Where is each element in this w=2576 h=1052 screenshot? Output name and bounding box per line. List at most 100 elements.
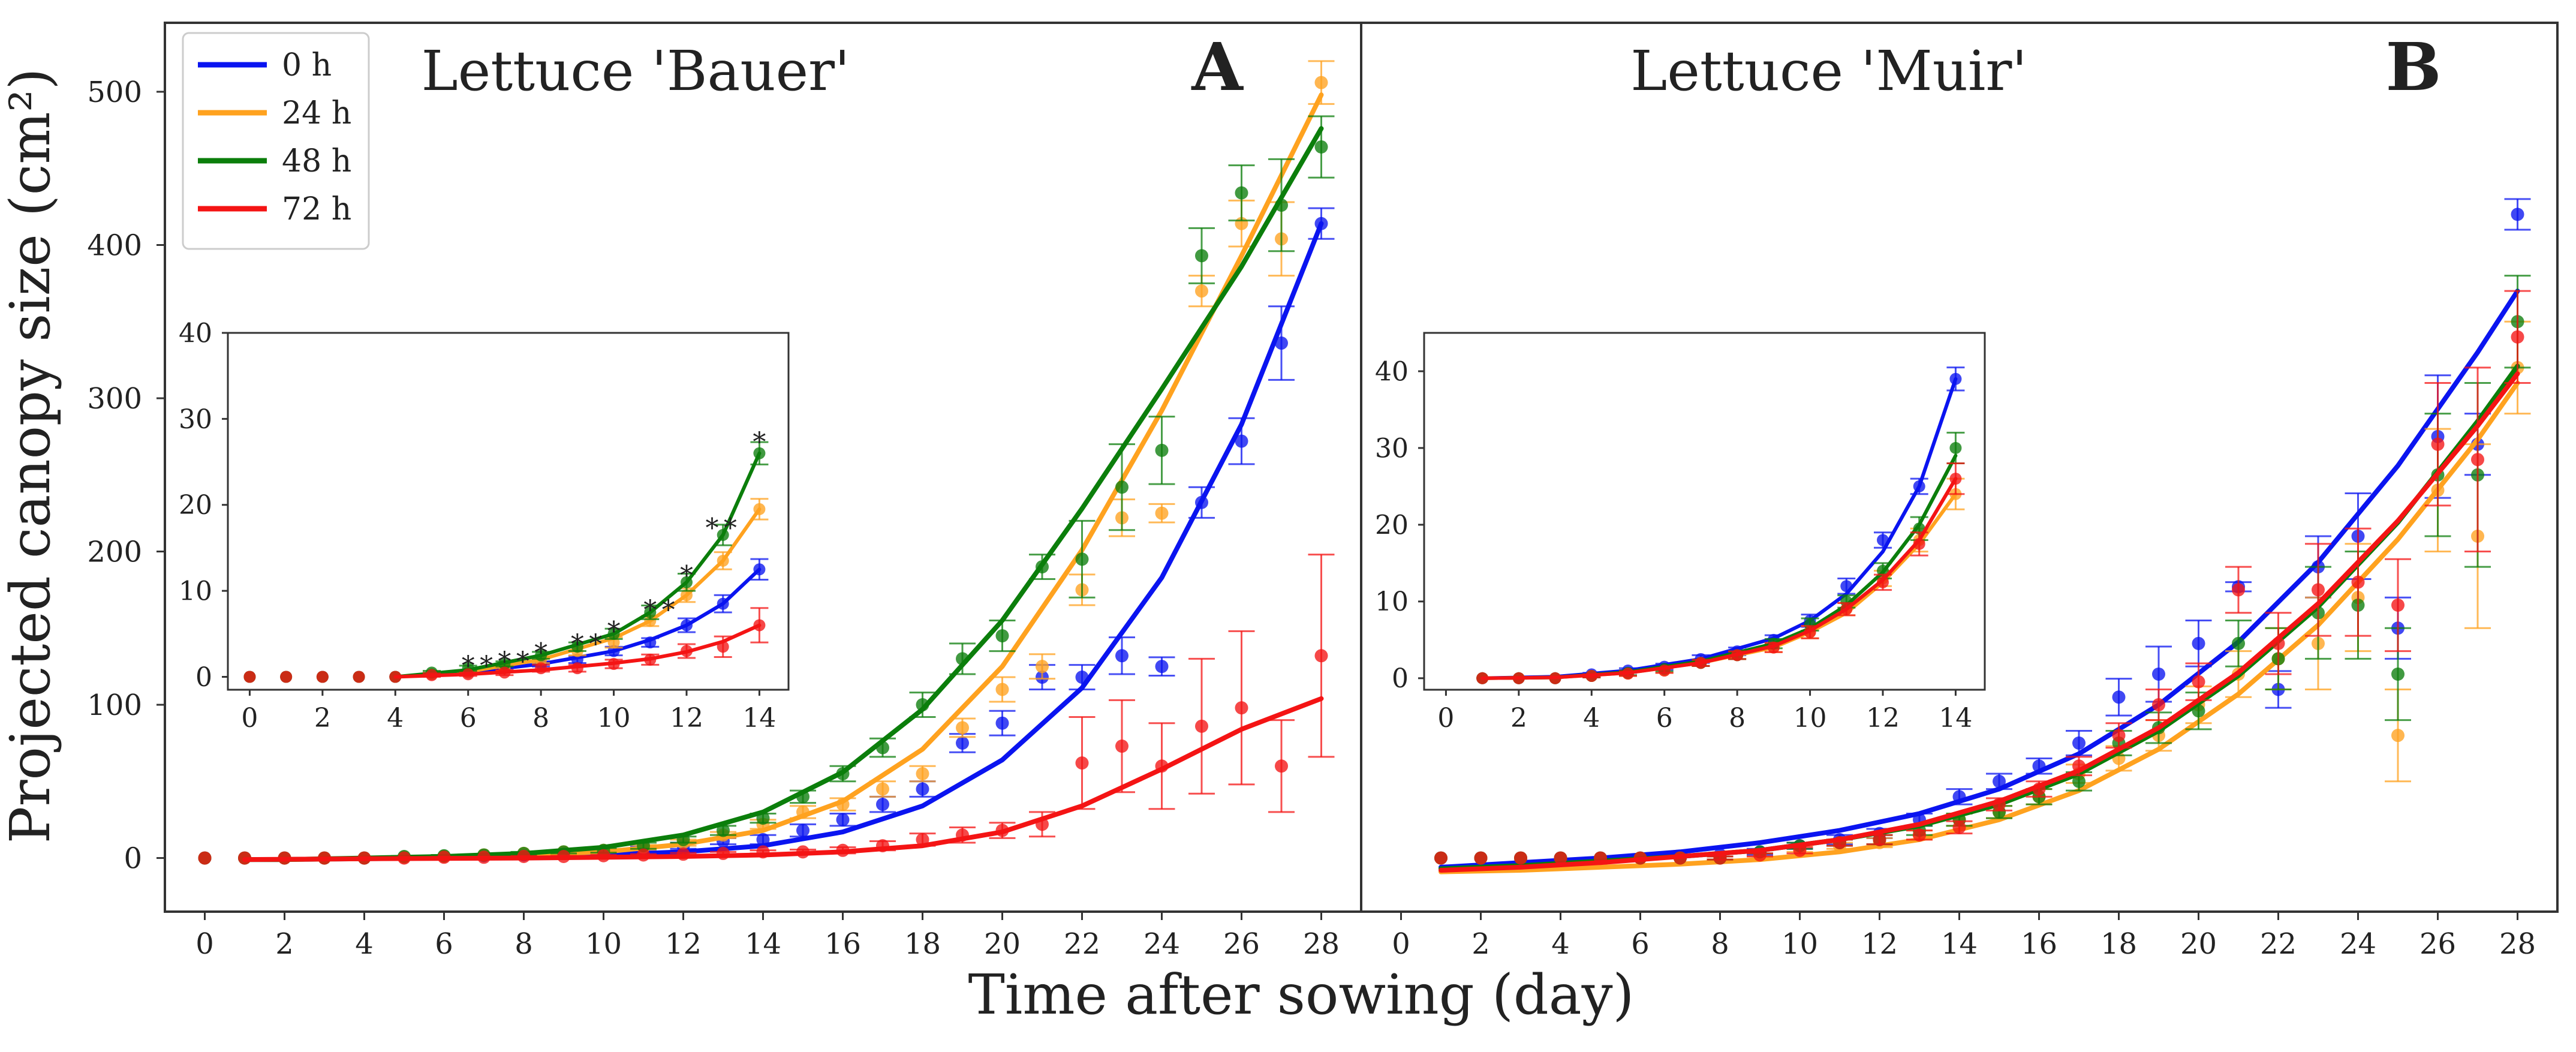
panel-a-point-72h [1275,759,1288,773]
panel-a-inset-significance-marker: * [643,595,657,626]
panel-a-inset-x-tick-label: 10 [597,703,631,734]
panel-b-x-tick-label: 16 [2021,927,2057,961]
panel-a-point-0h [796,823,809,837]
panel-b-x-tick-label: 12 [1861,927,1898,961]
panel-a-inset-series-72h [243,607,769,683]
panel-a-y-tick-label: 0 [124,841,142,875]
panel-b-point-72h [2391,598,2405,612]
panel-b-point-48h [2232,636,2245,650]
panel-b-inset: 0 2 4 6 8 10 12 14 0 10 20 30 40 [1375,332,1986,734]
panel-a-series-72h [198,554,1335,865]
panel-b-inset-x-tick-label: 0 [1437,703,1454,734]
panel-b-point-72h [2471,453,2484,467]
panel-a-inset-point-72h [243,671,256,683]
panel-a-point-24h [995,683,1009,696]
panel-a-point-0h [1155,660,1169,674]
panel-b-inset-x-tick-label: 2 [1510,703,1527,734]
panel-a-point-0h [1235,434,1248,448]
panel-a-inset-ticks: 0 2 4 6 8 10 12 14 0 10 20 30 40 [179,318,776,734]
panel-b-point-0h [2152,667,2165,681]
panel-b-x-tick-label: 14 [1941,927,1978,961]
panel-b-inset-x-tick-label: 6 [1656,703,1673,734]
panel-b-point-48h [2391,667,2405,681]
panel-b-point-72h [1554,851,1567,865]
panel-a-title: Lettuce 'Bauer' [422,39,850,103]
panel-a-x-tick-label: 0 [195,927,214,961]
panel-b-x-tick-label: 26 [2419,927,2456,961]
panel-b-point-72h [2232,583,2245,597]
panel-a-point-72h [1195,719,1208,733]
panel-b-point-72h [2312,583,2325,597]
panel-a-inset-significance-marker: * [662,595,675,626]
legend-label-48h: 48 h [282,143,351,179]
panel-b-inset-x-tick-label: 10 [1793,703,1827,734]
panel-a-x-tick-label: 4 [355,927,374,961]
panel-b-point-72h [2112,729,2126,743]
y-axis-label: Projected canopy size (cm²) [0,68,62,844]
panel-a-inset-significance-marker: * [571,629,584,660]
panel-a-inset-significance-marker: * [480,651,493,681]
panel-a-point-24h [916,767,929,781]
panel-a-point-72h [1235,701,1248,715]
panel-a-point-24h [1155,506,1169,520]
panel-a-inset-point-72h [353,671,365,683]
panel-a-inset-fit-curve-24h [393,507,762,679]
panel-b-inset-point-48h [1949,441,1962,454]
panel-b-point-72h [1474,851,1488,865]
panel-a-inset-y-tick-label: 0 [195,662,212,693]
panel-a-point-48h [1235,186,1248,200]
panel-a-y-tick-label: 400 [87,229,142,262]
panel-b-x-tick-label: 6 [1631,927,1650,961]
panel-a-inset-significance-marker: * [724,513,737,544]
panel-a-point-48h [1115,480,1128,494]
panel-a-x-tick-label: 18 [904,927,941,961]
panel-a-point-72h [1115,740,1128,753]
panel-b-letter: B [2386,28,2442,106]
panel-a-y-tick-label: 300 [87,382,142,416]
panel-a-x-tick-label: 26 [1223,927,1260,961]
panel-a-inset-fit-curve-72h [393,623,762,679]
panel-a-inset-significance-marker: * [498,647,511,677]
panel-b-point-72h [2152,698,2165,712]
panel-a-point-72h [1314,649,1328,663]
panel-a-inset-y-tick-label: 40 [179,318,212,348]
legend-label-24h: 24 h [282,95,351,131]
panel-a: Lettuce 'Bauer' A 0 2 4 6 8 10 12 14 16 18 20 22 24 2… [87,22,1362,961]
panel-b: Lettuce 'Muir' B 0 2 4 6 8 10 12 14 16 18 20 22 24 26… [1360,22,2559,961]
panel-b-x-tick-label: 28 [2499,927,2536,961]
panel-a-point-48h [995,629,1009,643]
panel-b-x-tick-label: 0 [1392,927,1410,961]
panel-a-point-72h [198,851,212,865]
panel-a-inset-significance-marker: * [607,617,621,647]
panel-a-significance-layer: * * * * * * * ** *** ** [462,427,766,681]
panel-a-x-tick-label: 8 [514,927,533,961]
panel-b-x-tick-label: 20 [2180,927,2217,961]
panel-b-inset-series-72h [1476,462,1965,684]
panel-a-inset-y-tick-label: 30 [179,404,212,435]
panel-b-point-0h [2192,636,2205,650]
panel-a-x-tick-label: 28 [1303,927,1340,961]
panel-a-point-0h [1275,336,1288,350]
panel-b-point-72h [1952,820,1966,834]
panel-a-point-72h [1075,756,1089,770]
panel-a-x-tick-label: 2 [275,927,294,961]
panel-a-inset-frame [227,332,790,691]
panel-b-inset-x-tick-label: 14 [1939,703,1972,734]
panel-b-title: Lettuce 'Muir' [1630,39,2027,103]
panel-b-inset-background [1424,333,1985,690]
panel-b-fit-curve-72h [1439,371,2520,873]
panel-a-point-0h [836,813,850,826]
panel-b-x-tick-label: 22 [2260,927,2297,961]
panel-a-point-0h [995,716,1009,730]
panel-b-inset-series-layer [1476,366,1965,684]
panel-a-inset-y-tick-label: 20 [179,490,212,521]
panel-b-x-tick-label: 10 [1781,927,1818,961]
panel-b-point-24h [2391,729,2405,743]
panel-b-x-tick-label: 4 [1551,927,1570,961]
panel-b-inset-x-tick-label: 4 [1583,703,1600,734]
panel-b-point-72h [2511,330,2524,344]
panel-a-x-tick-label: 16 [824,927,861,961]
panel-b-point-0h [2511,208,2524,221]
